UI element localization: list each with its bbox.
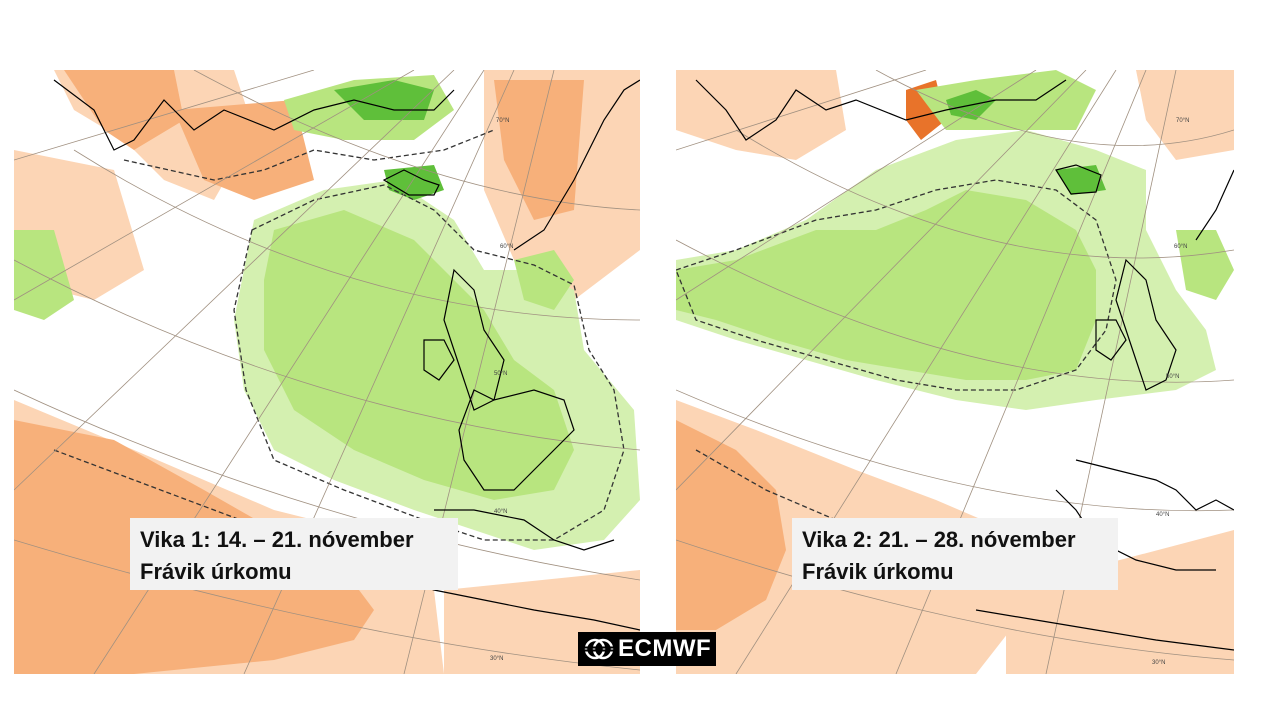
lat-label-50: 50°N <box>494 371 507 377</box>
lat-label-40: 40°N <box>1156 512 1169 518</box>
coastlines <box>695 79 1234 651</box>
map1-caption-title: Vika 1: 14. – 21. nóvember <box>140 527 414 552</box>
lat-label-70: 70°N <box>1176 118 1189 124</box>
lat-label-40: 40°N <box>494 509 507 515</box>
ecmwf-logo: ECMWF <box>578 632 716 666</box>
wet-region-norway <box>1176 230 1234 300</box>
dry-region-greenland-west-core <box>64 70 184 150</box>
lat-label-60: 60°N <box>500 244 513 250</box>
lat-label-60: 60°N <box>1174 244 1187 250</box>
lat-label-50: 50°N <box>1166 374 1179 380</box>
wet-region-main-core <box>676 190 1096 380</box>
dry-region-north-left <box>676 70 846 160</box>
map1-caption-subtitle: Frávik úrkomu <box>140 559 292 584</box>
wet-region-norway <box>514 250 574 310</box>
lat-label-70: 70°N <box>496 118 509 124</box>
wet-region-labrador <box>14 230 74 320</box>
ecmwf-logo-text: ECMWF <box>618 635 712 662</box>
map2-caption: Vika 2: 21. – 28. nóvember Frávik úrkomu <box>792 518 1118 590</box>
anomaly-contour-north <box>123 129 495 181</box>
lat-label-30: 30°N <box>1152 660 1165 666</box>
dry-region-southeast <box>1006 530 1234 674</box>
dry-region-top-center <box>174 100 314 200</box>
wet-region-main-core <box>264 210 574 500</box>
wet-region-iceland <box>384 165 444 200</box>
dry-region-north-right <box>1136 70 1234 160</box>
map1-caption: Vika 1: 14. – 21. nóvember Frávik úrkomu <box>130 518 458 590</box>
map2-caption-title: Vika 2: 21. – 28. nóvember <box>802 527 1076 552</box>
dry-region-norway-core <box>494 80 584 220</box>
map2-caption-subtitle: Frávik úrkomu <box>802 559 954 584</box>
ecmwf-logo-icon <box>584 638 614 660</box>
lat-label-30: 30°N <box>490 656 503 662</box>
graticule <box>14 70 640 674</box>
dry-region-south-atlantic-core <box>676 420 786 630</box>
anomaly-contour-main <box>233 184 625 541</box>
